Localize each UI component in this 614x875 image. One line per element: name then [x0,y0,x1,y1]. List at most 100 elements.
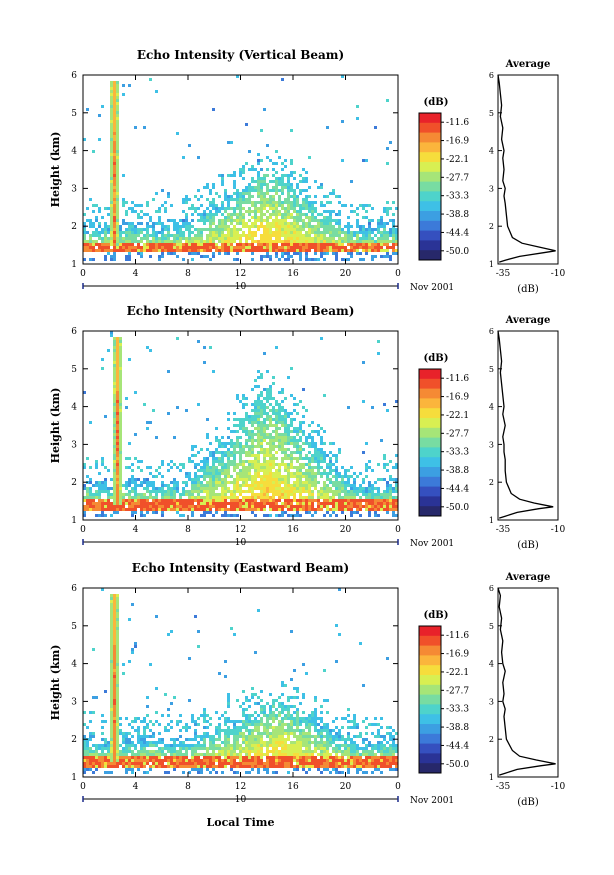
heatmap-cell [122,93,125,96]
heatmap-cell [266,391,269,394]
heatmap-cell [158,231,161,234]
heatmap-cell [248,445,251,448]
heatmap-cell [200,255,203,258]
heatmap-cell [263,714,266,717]
heatmap-cell [308,237,311,240]
heatmap-cell [206,243,209,246]
heatmap-cell [221,514,224,517]
heatmap-cell [263,711,266,714]
heatmap-cell [272,711,275,714]
heatmap-cell [332,240,335,243]
heatmap-cell [233,213,236,216]
heatmap-cell [350,246,353,249]
heatmap-cell [116,355,119,358]
heatmap-cell [269,469,272,472]
heatmap-cell [125,406,128,409]
heatmap-cell [242,735,245,738]
heatmap-cell [137,726,140,729]
heatmap-cell [113,705,116,708]
heatmap-cell [260,216,263,219]
heatmap-cell [113,409,116,412]
heatmap-cell [320,487,323,490]
heatmap-cell [305,481,308,484]
heatmap-cell [113,481,116,484]
heatmap-cell [323,195,326,198]
heatmap-cell [308,201,311,204]
heatmap-cell [116,702,119,705]
heatmap-cell [290,487,293,490]
heatmap-cell [164,499,167,502]
heatmap-cell [269,502,272,505]
heatmap-cell [116,759,119,762]
heatmap-cell [158,741,161,744]
heatmap-cell [332,496,335,499]
heatmap-cell [245,192,248,195]
heatmap-cell [233,487,236,490]
heatmap-cell [116,493,119,496]
heatmap-cell [119,385,122,388]
heatmap-cell [119,225,122,228]
heatmap-cell [203,463,206,466]
heatmap-cell [212,204,215,207]
heatmap-cell [113,696,116,699]
heatmap-cell [359,502,362,505]
heatmap-cell [386,207,389,210]
heatmap-cell [290,186,293,189]
heatmap-cell [92,508,95,511]
heatmap-cell [110,207,113,210]
heatmap-cell [254,201,257,204]
heatmap-cell [293,243,296,246]
heatmap-cell [212,487,215,490]
heatmap-cell [236,741,239,744]
heatmap-cell [368,508,371,511]
heatmap-cell [155,436,158,439]
heatmap-cell [260,210,263,213]
heatmap-cell [113,349,116,352]
heatmap-cell [236,720,239,723]
heatmap-cell [173,750,176,753]
heatmap-cell [242,195,245,198]
x-tick-label: 8 [185,269,191,279]
heatmap-cell [284,210,287,213]
heatmap-cell [206,219,209,222]
heatmap-cell [299,237,302,240]
heatmap-cell [377,219,380,222]
heatmap-cell [191,514,194,517]
x-tick-label: 0 [80,525,86,535]
heatmap-cell [242,732,245,735]
heatmap-cell [263,433,266,436]
heatmap-cell [293,403,296,406]
heatmap-cell [182,246,185,249]
heatmap-cell [170,505,173,508]
heatmap-cell [221,729,224,732]
heatmap-cell [365,499,368,502]
heatmap-cell [323,430,326,433]
heatmap-cell [170,240,173,243]
heatmap-cell [155,231,158,234]
heatmap-cell [248,738,251,741]
heatmap-cell [212,246,215,249]
heatmap-cell [104,228,107,231]
heatmap-cell [116,165,119,168]
heatmap-cell [284,469,287,472]
heatmap-cell [347,240,350,243]
x-tick-label: 0 [395,525,401,535]
heatmap-cell [224,499,227,502]
heatmap-cell [359,496,362,499]
heatmap-cell [113,421,116,424]
heatmap-cell [143,228,146,231]
heatmap-cell [233,258,236,261]
heatmap-cell [200,460,203,463]
heatmap-cell [212,460,215,463]
colorbar-tick-label: -33.3 [446,192,469,202]
heatmap-cell [167,499,170,502]
heatmap-cell [194,472,197,475]
heatmap-cell [119,457,122,460]
heatmap-cell [161,231,164,234]
heatmap-cell [233,192,236,195]
heatmap-cell [104,505,107,508]
heatmap-cell [146,750,149,753]
heatmap-cell [320,427,323,430]
heatmap-cell [116,678,119,681]
heatmap-cell [335,487,338,490]
